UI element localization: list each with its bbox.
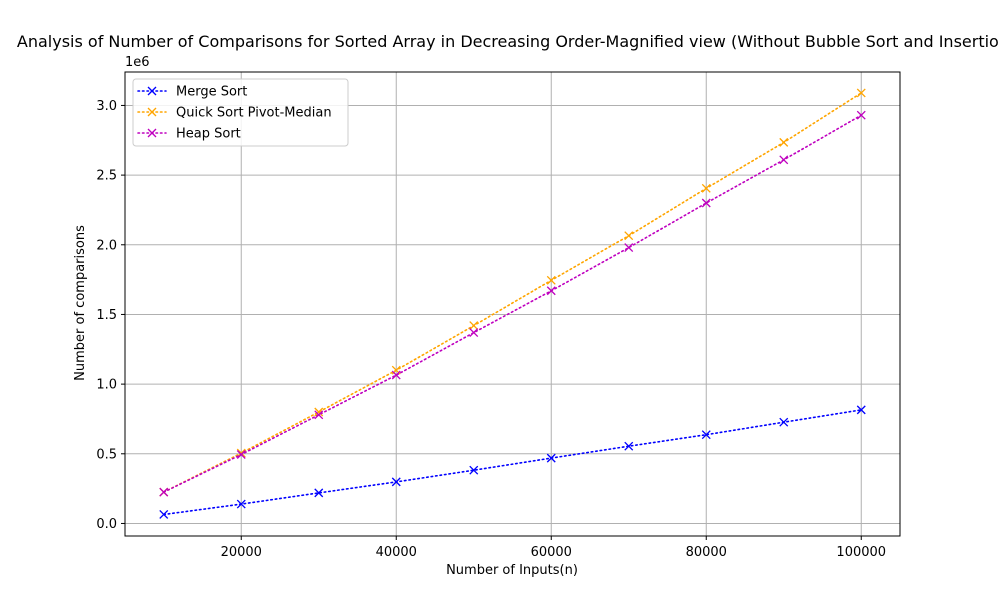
series-2 xyxy=(159,110,866,497)
x-tick-label: 80000 xyxy=(686,545,727,560)
ticks: 20000 40000 60000 80000 100000 0.0 0.5 1.0 1.5 2.… xyxy=(96,99,886,560)
data-point xyxy=(856,88,866,98)
data-point xyxy=(624,231,634,241)
legend-marker xyxy=(147,107,157,117)
data-point xyxy=(624,441,634,451)
legend-item: Merge Sort xyxy=(137,85,247,100)
data-point xyxy=(391,477,401,487)
data-point xyxy=(701,430,711,440)
data-point xyxy=(701,198,711,208)
series-1 xyxy=(159,88,866,497)
data-point xyxy=(546,453,556,463)
x-tick-label: 100000 xyxy=(836,545,886,560)
data-point xyxy=(314,488,324,498)
data-point xyxy=(469,321,479,331)
legend-marker xyxy=(147,86,157,96)
x-tick-label: 60000 xyxy=(531,545,572,560)
x-tick-label: 40000 xyxy=(376,545,417,560)
y-tick-label: 0.0 xyxy=(96,517,117,532)
data-point xyxy=(546,275,556,285)
data-point xyxy=(779,155,789,165)
legend-marker xyxy=(147,128,157,138)
data-point xyxy=(546,286,556,296)
y-tick-label: 1.0 xyxy=(96,378,117,393)
y-tick-label: 0.5 xyxy=(96,447,117,462)
data-point xyxy=(314,407,324,417)
y-tick-label: 2.0 xyxy=(96,238,117,253)
x-tick-label: 20000 xyxy=(221,545,262,560)
legend-label: Heap Sort xyxy=(176,127,241,142)
series-line xyxy=(163,114,863,493)
data-point xyxy=(701,183,711,193)
legend-label: Merge Sort xyxy=(176,85,247,100)
data-point xyxy=(236,450,246,459)
data-point xyxy=(779,417,789,427)
y-tick-label: 1.5 xyxy=(96,308,117,323)
y-tick-label: 2.5 xyxy=(96,169,117,184)
data-point xyxy=(856,405,866,415)
legend-item: Heap Sort xyxy=(137,127,241,142)
y-offset-label: 1e6 xyxy=(125,55,150,70)
data-point xyxy=(856,110,866,120)
y-tick-label: 3.0 xyxy=(96,99,117,114)
chart-title: Analysis of Number of Comparisons for So… xyxy=(17,32,1000,51)
data-point xyxy=(779,137,789,147)
series-0 xyxy=(159,405,866,519)
legend-box xyxy=(132,78,349,147)
legend: Merge Sort Quick Sort Pivot-Median Heap So… xyxy=(132,78,349,147)
data-point xyxy=(159,509,169,519)
legend-item: Quick Sort Pivot-Median xyxy=(137,106,332,121)
data-point xyxy=(236,499,246,509)
series-line xyxy=(163,409,863,516)
data-point xyxy=(159,487,169,497)
x-axis-label: Number of Inputs(n) xyxy=(446,563,578,578)
y-axis-label: Number of comparisons xyxy=(73,225,88,381)
data-point xyxy=(469,465,479,475)
plot-frame xyxy=(124,71,901,537)
data-point xyxy=(624,243,634,253)
series-layer xyxy=(159,88,866,519)
legend-label: Quick Sort Pivot-Median xyxy=(176,106,332,121)
data-point xyxy=(469,328,479,338)
data-point xyxy=(314,410,324,420)
data-point xyxy=(391,370,401,380)
series-line xyxy=(163,92,863,493)
